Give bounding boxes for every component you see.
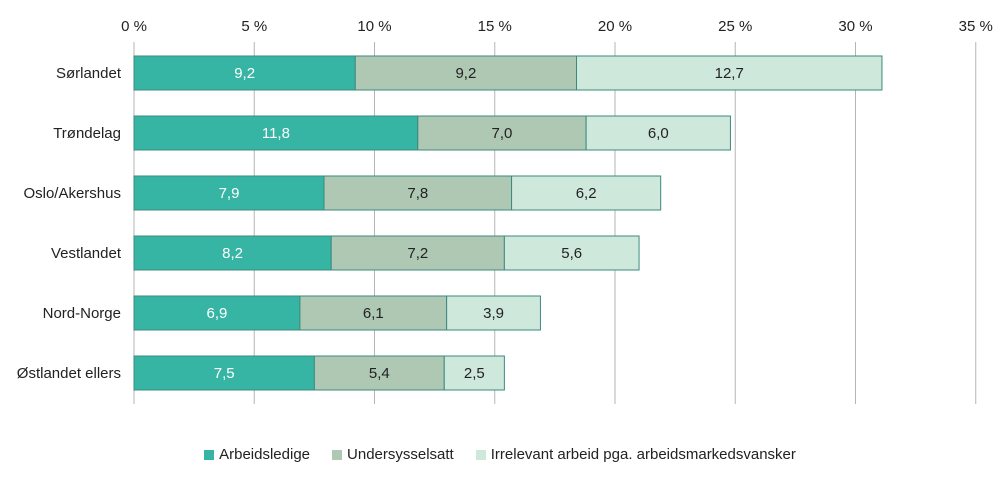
x-tick-label: 20 % — [598, 18, 632, 35]
category-label: Sørlandet — [56, 65, 122, 82]
data-label: 5,6 — [561, 245, 582, 262]
bar-segment — [133, 295, 301, 331]
legend: Arbeidsledige Undersysselsatt Irrelevant a… — [0, 446, 1000, 463]
bar-segment — [133, 355, 315, 391]
legend-swatch — [332, 449, 343, 460]
data-label: 6,9 — [207, 305, 228, 322]
category-label: Nord-Norge — [43, 305, 121, 322]
x-tick-label: 10 % — [357, 18, 391, 35]
legend-swatch — [475, 449, 486, 460]
data-label: 6,2 — [576, 185, 597, 202]
x-tick-label: 5 % — [241, 18, 267, 35]
x-tick-label: 15 % — [478, 18, 512, 35]
data-label: 9,2 — [455, 65, 476, 82]
data-label: 5,4 — [369, 365, 390, 382]
category-labels: Sørlandet Trøndelag Oslo/Akershus Vestlande… — [17, 65, 122, 382]
data-label: 6,1 — [363, 305, 384, 322]
category-label: Oslo/Akershus — [23, 185, 121, 202]
legend-item: Arbeidsledige — [204, 446, 310, 463]
data-label: 7,0 — [492, 125, 513, 142]
data-label: 6,0 — [648, 125, 669, 142]
stacked-bar-chart: 0 % 5 % 10 % 15 % 20 % 25 % 30 % 35 % 9,2 9,2 12,… — [17, 18, 993, 404]
data-label: 2,5 — [464, 365, 485, 382]
legend-swatch — [204, 449, 215, 460]
bar-segment — [585, 115, 731, 151]
x-tick-label: 25 % — [718, 18, 752, 35]
bar-segment — [576, 55, 883, 91]
bar-segment — [446, 295, 541, 331]
data-label: 7,5 — [214, 365, 235, 382]
x-tick-label: 0 % — [121, 18, 147, 35]
x-tick-label: 30 % — [838, 18, 872, 35]
legend-item: Undersysselsatt — [332, 446, 454, 463]
data-label: 3,9 — [483, 305, 504, 322]
bar-segment — [330, 235, 505, 271]
data-label: 8,2 — [222, 245, 243, 262]
bar-segment — [354, 55, 578, 91]
bar-segment — [133, 55, 356, 91]
bar-segment — [511, 175, 662, 211]
bar-segment — [313, 355, 445, 391]
data-label: 11,8 — [262, 125, 290, 142]
bar-segment — [503, 235, 640, 271]
x-tick-labels: 0 % 5 % 10 % 15 % 20 % 25 % 30 % 35 % — [121, 18, 993, 35]
category-label: Østlandet ellers — [17, 365, 121, 382]
x-tick-label: 35 % — [959, 18, 993, 35]
grid-lines — [133, 42, 977, 404]
legend-label: Undersysselsatt — [347, 446, 454, 463]
data-label: 7,9 — [219, 185, 240, 202]
bar-segment — [323, 175, 513, 211]
data-label: 7,2 — [407, 245, 428, 262]
legend-label: Irrelevant arbeid pga. arbeidsmarkedsvan… — [490, 446, 796, 463]
legend-item: Irrelevant arbeid pga. arbeidsmarkedsvan… — [475, 446, 796, 463]
data-label: 9,2 — [234, 65, 255, 82]
category-label: Vestlandet — [51, 245, 122, 262]
bars: 9,2 9,2 12,7 11,8 7,0 6,0 7,9 7,8 6,2 8,2 7,2 5,6 6,… — [133, 55, 883, 391]
category-label: Trøndelag — [53, 125, 121, 142]
data-label: 12,7 — [715, 65, 744, 82]
legend-label: Arbeidsledige — [219, 446, 311, 463]
data-label: 7,8 — [407, 185, 428, 202]
bar-segment — [133, 175, 325, 211]
bar-segment — [299, 295, 448, 331]
bar-segment — [443, 355, 505, 391]
